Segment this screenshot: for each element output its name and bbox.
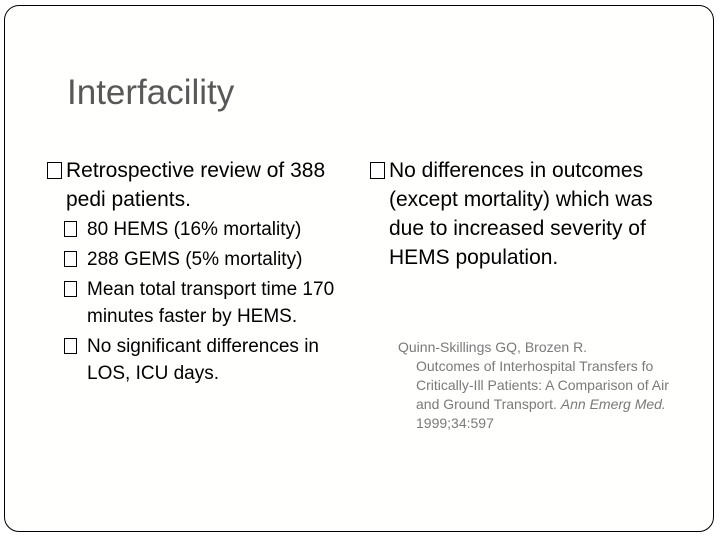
slide-frame: [4, 5, 714, 532]
sub-bullet-text: Mean total transport time 170 minutes fa…: [87, 279, 335, 327]
citation-journal: Ann Emerg Med.: [560, 396, 666, 412]
right-bullet: No differences in outcomes (except morta…: [370, 156, 670, 272]
left-column: Retrospective review of 388 pedi patient…: [47, 156, 347, 387]
empty-square-bullet-icon: [64, 251, 77, 267]
sub-bullet-transport-time: Mean total transport time 170 minutes fa…: [47, 276, 347, 330]
right-bullet-text: No differences in outcomes (except morta…: [389, 159, 653, 269]
empty-square-bullet-icon: [47, 162, 62, 179]
right-column: No differences in outcomes (except morta…: [370, 156, 670, 272]
sub-bullet-gems: 288 GEMS (5% mortality): [47, 246, 347, 273]
sub-bullet-hems: 80 HEMS (16% mortality): [47, 216, 347, 243]
sub-bullet-text: No significant differences in LOS, ICU d…: [87, 336, 319, 384]
sub-bullet-no-differences: No significant differences in LOS, ICU d…: [47, 333, 347, 387]
citation-title: Outcomes of Interhospital Transfers fo C…: [416, 358, 669, 412]
sub-bullet-text: 80 HEMS (16% mortality): [87, 219, 302, 240]
slide-title: Interfacility: [67, 73, 235, 112]
empty-square-bullet-icon: [64, 221, 77, 237]
left-bullet-text: Retrospective review of 388 pedi patient…: [66, 159, 326, 211]
empty-square-bullet-icon: [64, 281, 77, 297]
citation-authors: Quinn-Skillings GQ, Brozen R.: [398, 339, 588, 355]
empty-square-bullet-icon: [370, 162, 385, 179]
empty-square-bullet-icon: [64, 338, 77, 354]
left-bullet: Retrospective review of 388 pedi patient…: [47, 156, 347, 214]
citation-body: Outcomes of Interhospital Transfers fo C…: [398, 357, 683, 433]
citation: Quinn-Skillings GQ, Brozen R. Outcomes o…: [398, 338, 683, 433]
citation-year-pages: 1999;34:597: [416, 415, 494, 431]
sub-bullet-text: 288 GEMS (5% mortality): [87, 249, 303, 270]
